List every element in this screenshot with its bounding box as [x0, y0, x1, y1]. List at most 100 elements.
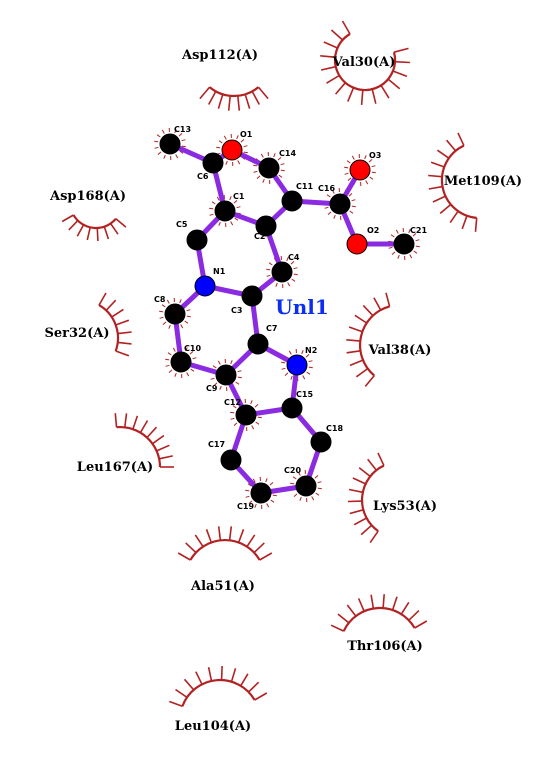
atom-c4	[271, 261, 293, 283]
contact-tick	[348, 488, 363, 494]
atom-label-c6: C6	[197, 172, 209, 181]
atom-c17	[220, 449, 242, 471]
contact-tick	[354, 314, 368, 324]
contact-tick	[358, 467, 371, 478]
residue-label-thr106: Thr106(A)	[347, 639, 423, 654]
contact-tick	[230, 668, 237, 682]
contact-tick	[109, 223, 119, 235]
contact-tick	[353, 517, 367, 526]
atom-c8	[164, 303, 186, 325]
contact-tick	[369, 530, 379, 544]
contact-tick	[373, 297, 382, 311]
residue-label-met109: Met109(A)	[444, 174, 522, 189]
contact-tick	[195, 671, 203, 685]
contact-arc	[98, 304, 120, 352]
contact-tick	[394, 60, 410, 64]
contact-tick	[156, 444, 170, 452]
contact-tick	[380, 84, 390, 99]
hash-c21	[388, 227, 420, 261]
contact-thr106	[330, 594, 428, 632]
contact-tick	[408, 610, 420, 621]
contact-tick	[254, 692, 268, 701]
atom-o3	[349, 159, 371, 181]
atom-label-c1: C1	[233, 192, 245, 201]
contact-tick	[228, 526, 233, 541]
contact-tick	[346, 350, 361, 354]
contact-tick	[117, 331, 132, 335]
contact-tick	[68, 220, 79, 231]
hash-c13	[154, 127, 186, 161]
atom-label-c8: C8	[154, 295, 166, 304]
contact-tick	[428, 185, 443, 190]
contact-tick	[349, 359, 364, 367]
contact-arc	[333, 33, 397, 92]
atom-label-c17: C17	[208, 440, 225, 449]
atom-label-c11: C11	[296, 182, 313, 191]
atom-label-o3: O3	[369, 151, 381, 160]
contact-tick	[253, 542, 265, 554]
residue-label-leu104: Leu104(A)	[175, 719, 251, 734]
atom-label-c2: C2	[254, 232, 265, 241]
contact-tick	[348, 326, 363, 333]
atom-label-c20: C20	[284, 466, 301, 475]
contact-tick	[117, 341, 132, 345]
contact-tick	[449, 210, 459, 224]
contact-tick	[391, 596, 398, 611]
atom-c7	[247, 333, 269, 355]
atom-c9	[215, 364, 237, 386]
contact-asp112	[199, 86, 269, 111]
atom-n1	[194, 275, 216, 297]
atom-label-o2: O2	[367, 226, 379, 235]
contact-arc	[342, 606, 416, 632]
contact-tick	[445, 139, 457, 152]
atom-label-n1: N1	[213, 267, 226, 276]
contact-val30	[320, 20, 410, 105]
atom-c18	[310, 431, 332, 453]
contact-ala51	[177, 526, 273, 561]
residue-label-val38: Val38(A)	[368, 343, 432, 358]
atom-label-c3: C3	[231, 306, 242, 315]
atom-c5	[186, 229, 208, 251]
residue-label-lys53: Lys53(A)	[373, 499, 437, 514]
atom-c10	[170, 351, 192, 373]
contact-tick	[240, 673, 249, 687]
contact-tick	[414, 620, 428, 629]
atom-c6	[202, 152, 224, 174]
contact-tick	[430, 161, 445, 168]
contact-met109	[428, 132, 478, 232]
contact-tick	[349, 509, 364, 515]
ligand-atoms	[159, 133, 415, 504]
contact-arc	[181, 678, 256, 707]
contact-tick	[428, 174, 443, 178]
contact-ser32	[98, 292, 132, 357]
contact-tick	[115, 319, 130, 326]
contact-tick	[257, 86, 269, 100]
contact-tick	[337, 613, 350, 624]
atom-n2	[286, 354, 308, 376]
contact-leu167	[114, 413, 174, 468]
contact-tick	[377, 452, 385, 466]
contact-tick	[220, 665, 223, 681]
contact-tick	[371, 88, 377, 104]
contact-tick	[400, 601, 410, 615]
atom-c13	[159, 133, 181, 155]
contact-tick	[96, 227, 99, 242]
contact-tick	[194, 534, 204, 548]
contact-tick	[357, 598, 365, 612]
atom-c3	[241, 285, 263, 307]
contact-tick	[436, 149, 450, 159]
contact-tick	[139, 420, 149, 434]
contact-tick	[207, 91, 217, 105]
contact-tick	[114, 413, 118, 428]
contact-tick	[124, 413, 128, 428]
hash-c1	[209, 194, 241, 228]
contact-arc	[208, 86, 260, 97]
contact-tick	[115, 350, 130, 357]
atom-label-c7: C7	[266, 324, 277, 333]
contact-tick	[326, 74, 340, 84]
contact-tick	[103, 226, 110, 240]
contact-tick	[347, 87, 355, 102]
atom-label-c5: C5	[176, 220, 188, 229]
residue-labels: Asp112(A) Val30(A) Met109(A) Asp168(A) Ser32…	[45, 48, 523, 734]
contact-tick	[382, 594, 385, 609]
